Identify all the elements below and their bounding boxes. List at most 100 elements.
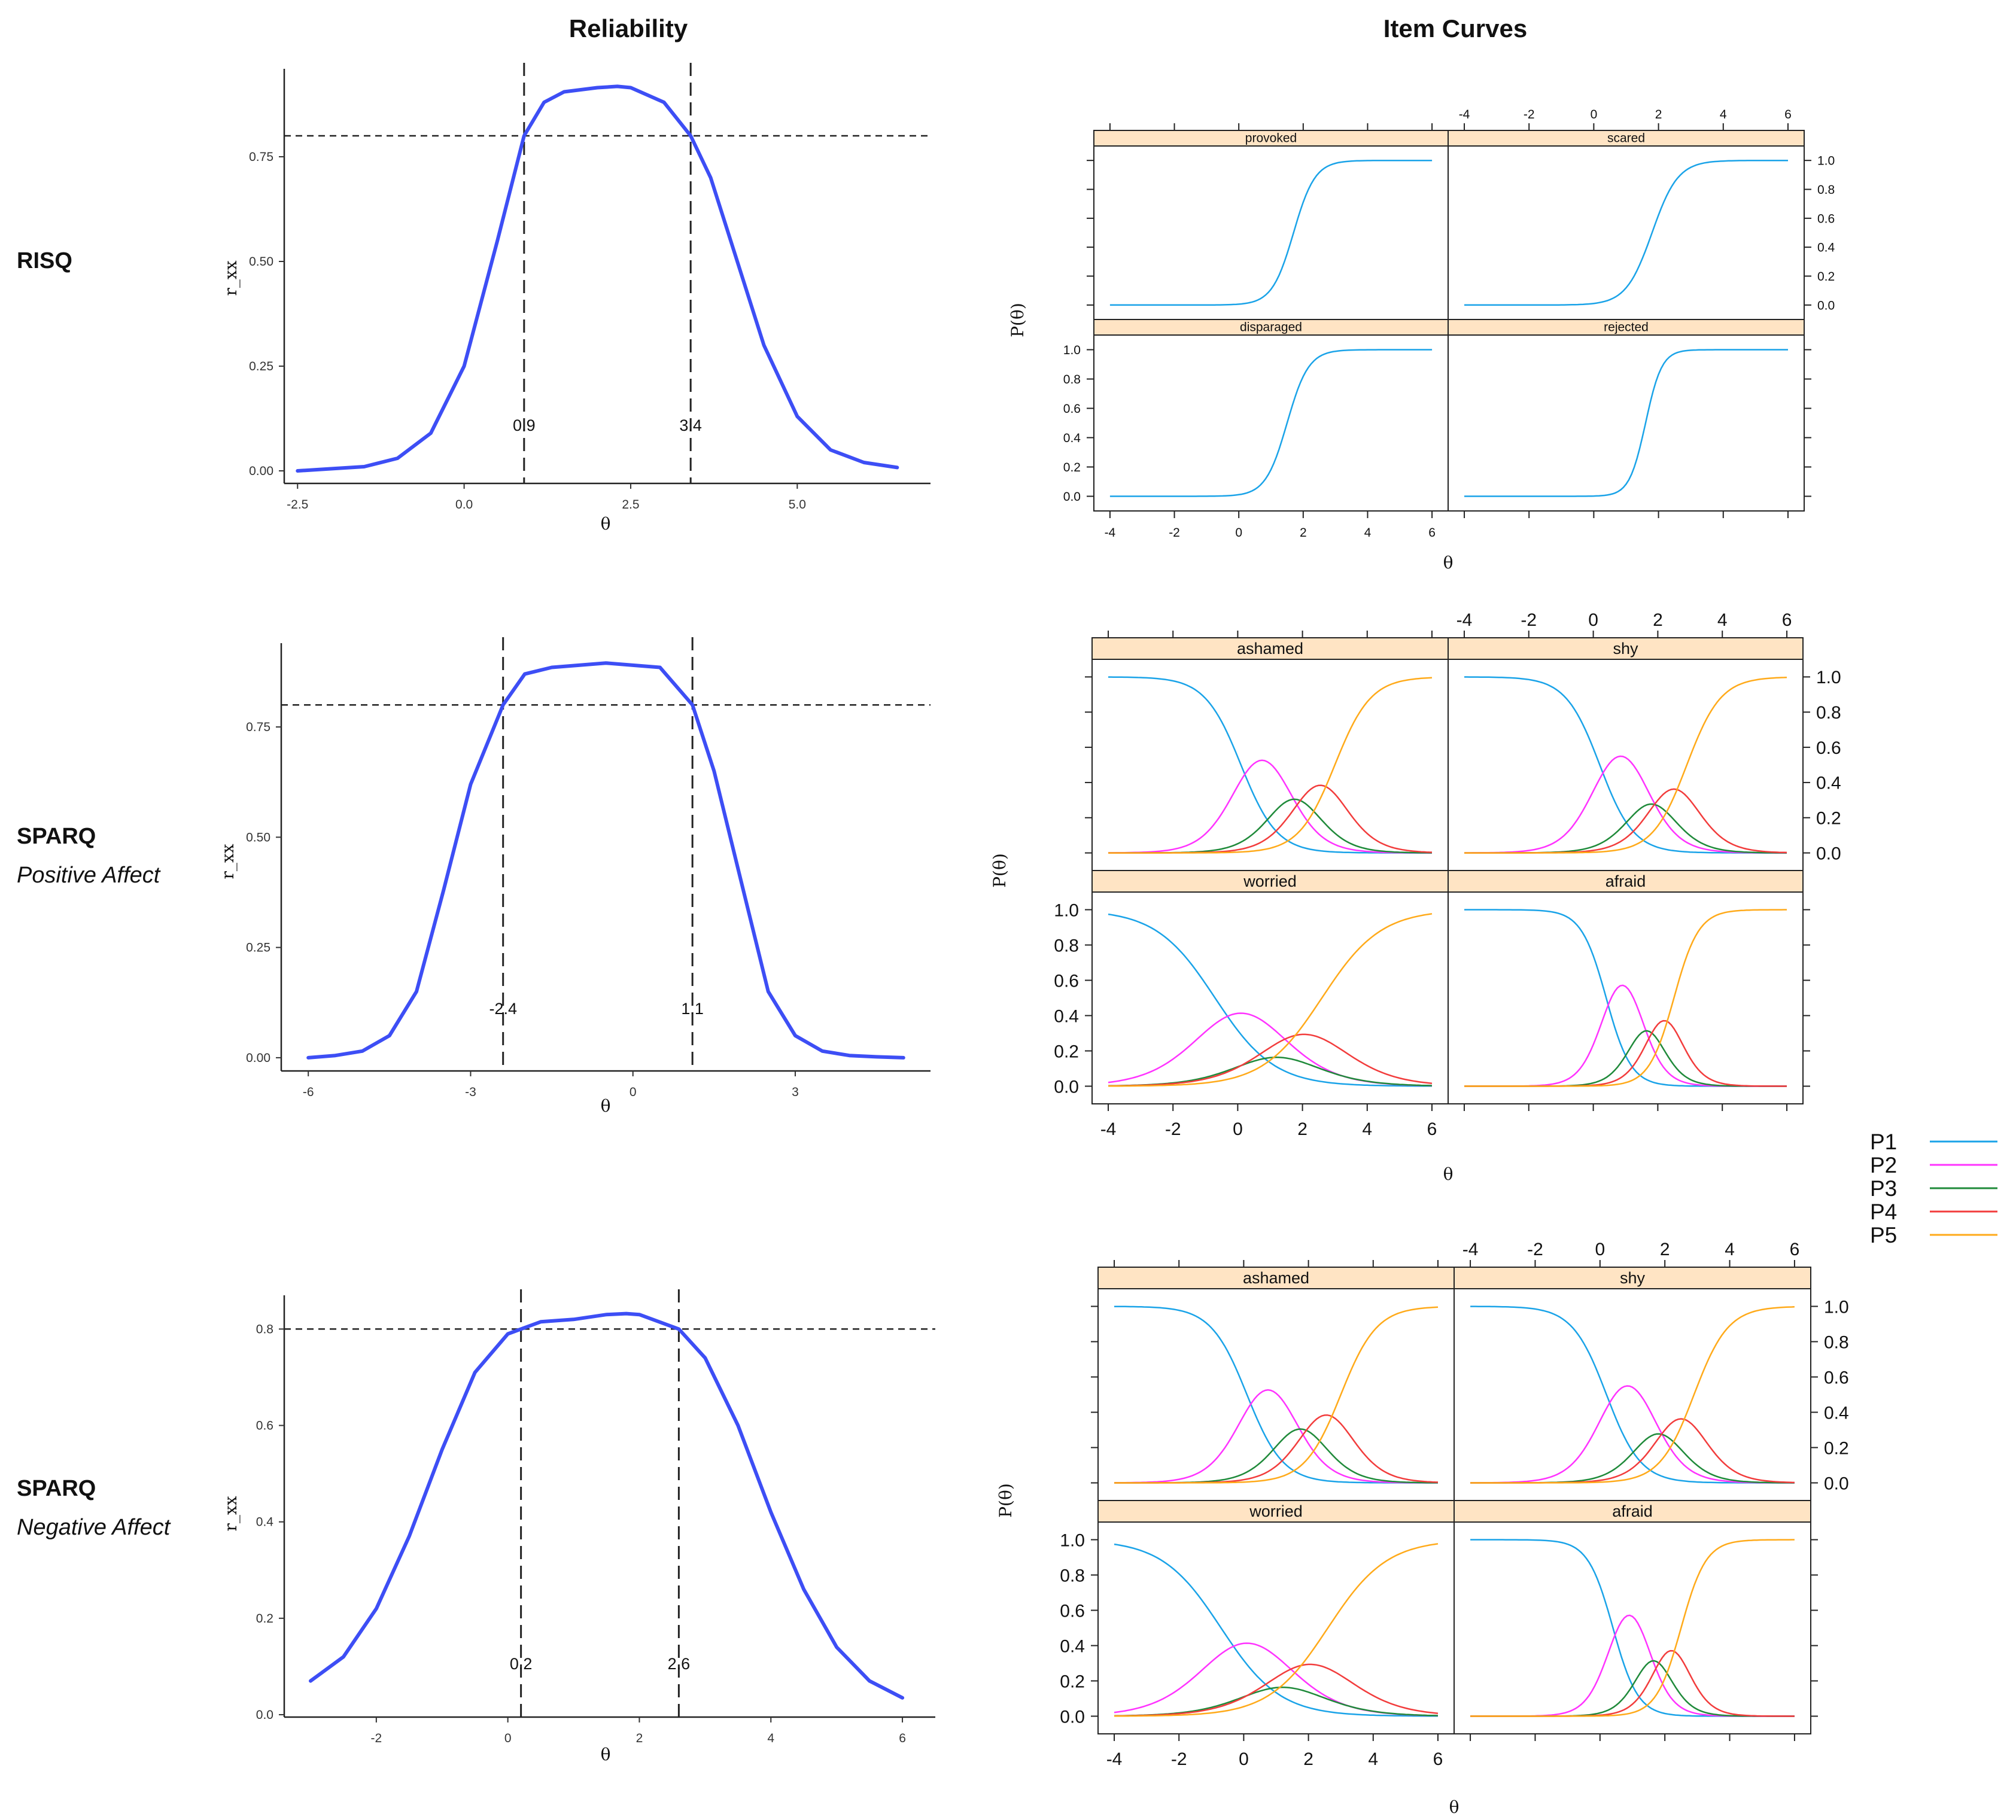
y-tick-label-right: 1.0: [1816, 668, 1841, 687]
icc-curve-P1: [1464, 159, 1788, 306]
category-curve-P5: [1108, 677, 1433, 854]
panel-frame: [1448, 334, 1805, 512]
panel-strip-label: worried: [1243, 872, 1297, 890]
reliability-column-title: Reliability: [569, 14, 688, 42]
cutoff-label: 2.6: [668, 1655, 691, 1673]
y-tick-label: 0.8: [256, 1322, 273, 1336]
x-tick-label: -2: [1165, 1119, 1181, 1139]
x-tick-label: -4: [1105, 526, 1116, 540]
x-tick-label-top: 0: [1595, 1240, 1605, 1259]
x-axis-label: θ: [1449, 1797, 1459, 1817]
x-tick-label-top: 6: [1782, 610, 1792, 630]
icc-curve-P1: [1464, 349, 1788, 497]
panel-strip-label: shy: [1620, 1269, 1646, 1287]
reliability-point: [597, 87, 598, 89]
x-tick-label-top: 6: [1784, 108, 1792, 121]
y-tick-label: 0.8: [1054, 936, 1079, 955]
reliability-point: [710, 177, 711, 178]
reliability-point: [416, 991, 417, 993]
x-tick-label: 6: [1427, 1119, 1437, 1139]
panel-strip: [1454, 1500, 1811, 1523]
category-curve-P4: [1108, 784, 1433, 854]
x-tick-label: 5.0: [789, 498, 806, 512]
panel-strip-label: disparaged: [1240, 321, 1302, 334]
legend-label-P5: P5: [1870, 1223, 1897, 1247]
y-tick-label-right: 0.2: [1824, 1438, 1849, 1458]
y-tick-label: 1.0: [1060, 1530, 1085, 1550]
cutoff-label: 0.2: [510, 1655, 533, 1673]
cutoff-label: 3.4: [679, 416, 702, 434]
y-tick-label: 0.4: [256, 1515, 274, 1529]
reliability-point: [409, 1536, 410, 1537]
risq-panel-disparaged: disparaged -4 -2 0 2 4 6 0.0 0.2 0.4 0.6 0.8 1.0: [1063, 319, 1449, 540]
panel-strip-label: ashamed: [1237, 640, 1303, 658]
category-curve-P5: [1470, 1306, 1795, 1484]
panel-strip-label: ashamed: [1243, 1269, 1309, 1287]
x-tick-label: 6: [899, 1731, 906, 1745]
reliability-point: [616, 86, 618, 87]
reliability-point: [463, 366, 465, 367]
x-tick-label: 4: [767, 1731, 774, 1745]
y-axis-label: r_xx: [218, 844, 238, 879]
risq-row-title: RISQ: [17, 248, 72, 273]
item-curves-column-title: Item Curves: [1383, 14, 1527, 42]
category-curve-P4: [1108, 1033, 1433, 1087]
x-tick-label: 4: [1368, 1749, 1378, 1769]
x-tick-label: 4: [1362, 1119, 1372, 1139]
reliability-point: [796, 416, 798, 417]
x-tick-label-top: -2: [1524, 108, 1535, 121]
y-tick-label: 0.6: [1063, 402, 1081, 416]
category-curve-P1: [1108, 913, 1432, 1087]
y-tick-label-right: 0.4: [1824, 1403, 1849, 1423]
reliability-point: [902, 1697, 903, 1699]
y-tick-label-right: 0.8: [1816, 703, 1841, 723]
y-axis-label: r_xx: [221, 1496, 241, 1531]
reliability-point: [343, 1656, 344, 1658]
reliability-point: [630, 87, 631, 89]
panel-strip-label: afraid: [1612, 1502, 1653, 1520]
y-tick-label-right: 0.2: [1817, 270, 1835, 284]
risq-item-curves-chart: provoked scared -4 -2 0 2 4 6 0.0 0.2 0.4 0.6 0.8 1.0…: [1008, 108, 1835, 573]
panel-strip-label: provoked: [1245, 132, 1297, 145]
panel-strip: [1454, 1267, 1811, 1289]
panel-strip: [1448, 130, 1805, 147]
x-tick-label-top: 4: [1725, 1240, 1735, 1259]
sparq-negative-panel-shy: shy -4 -2 0 2 4 6 0.0 0.2 0.4 0.6 0.8 1.0: [1454, 1240, 1849, 1501]
x-tick-label: 3: [792, 1085, 799, 1099]
y-tick-label-right: 0.6: [1824, 1368, 1849, 1387]
y-tick-label: 0.2: [1060, 1672, 1085, 1691]
reliability-point: [692, 704, 693, 705]
x-tick-label: -3: [465, 1085, 476, 1099]
x-tick-label-top: 4: [1720, 108, 1727, 121]
y-tick-label: 0.8: [1060, 1566, 1085, 1585]
category-curve-P3: [1470, 1433, 1795, 1484]
reliability-point: [896, 467, 898, 468]
x-tick-label: 6: [1433, 1749, 1443, 1769]
x-tick-label-top: 2: [1653, 610, 1663, 630]
panel-strip-label: scared: [1607, 132, 1645, 145]
reliability-point: [563, 91, 565, 93]
panel-frame: [1093, 145, 1449, 320]
y-tick-label: 0.4: [1063, 431, 1081, 445]
reliability-point: [638, 1314, 640, 1315]
reliability-point: [442, 1449, 443, 1450]
reliability-point: [830, 449, 831, 451]
reliability-point: [308, 1057, 309, 1058]
panel-strip: [1093, 319, 1449, 336]
reliability-point: [470, 784, 472, 785]
reliability-point: [310, 1680, 311, 1682]
risq-panel-scared: scared -4 -2 0 2 4 6 0.0 0.2 0.4 0.6 0.8 1.0: [1448, 108, 1835, 320]
category-curve-P5: [1108, 913, 1433, 1087]
y-tick-label: 0.0: [1060, 1707, 1085, 1727]
x-tick-label: 0.0: [455, 498, 473, 512]
x-tick-label-top: -2: [1527, 1240, 1543, 1259]
y-tick-label: 0.75: [246, 720, 270, 734]
reliability-point: [740, 881, 742, 882]
panel-frame: [1448, 145, 1805, 320]
x-tick-label: 0: [1239, 1749, 1249, 1769]
y-tick-label-right: 0.6: [1816, 738, 1841, 758]
y-tick-label-right: 0.0: [1824, 1474, 1849, 1493]
reliability-point: [770, 1511, 772, 1513]
y-tick-label: 0.6: [1060, 1601, 1085, 1621]
